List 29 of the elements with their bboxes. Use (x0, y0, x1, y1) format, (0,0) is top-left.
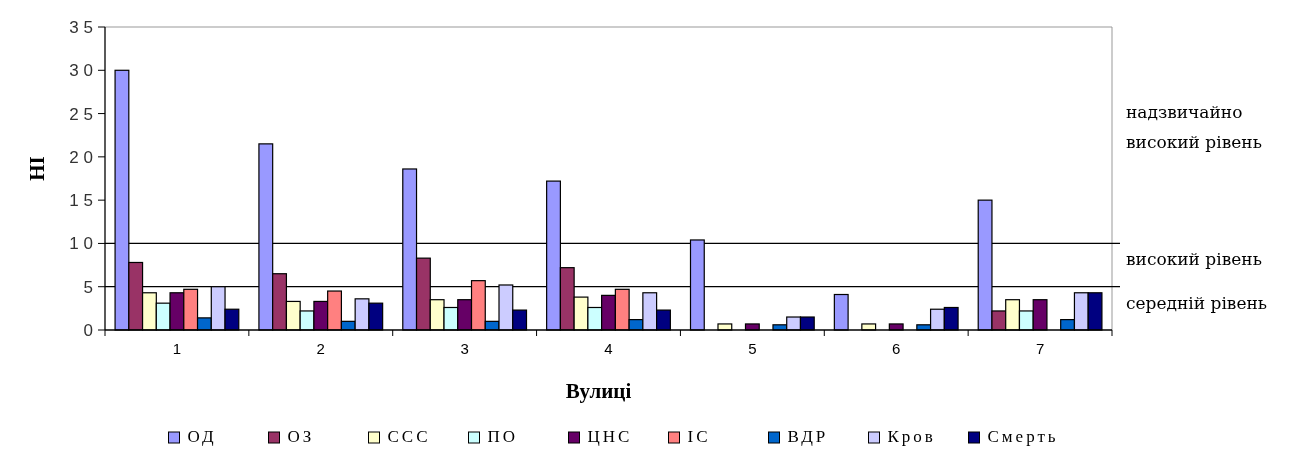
x-tick-label: 1 (172, 340, 182, 357)
ref-line-label: високий рівень (1126, 249, 1262, 270)
y-tick-label: 0 (83, 320, 93, 340)
x-tick-label: 2 (316, 340, 325, 357)
legend-label: Кров (887, 427, 936, 446)
y-tick-label: 3 0 (69, 61, 93, 81)
legend-label: ОЗ (287, 427, 315, 446)
ref-line-label: середній рівень (1126, 292, 1268, 313)
legend-label: ПО (487, 427, 519, 446)
y-tick-label: 2 0 (69, 147, 93, 167)
text: надзвичайно високий рівень (1126, 102, 1262, 152)
legend-label: ОД (187, 427, 217, 446)
x-tick-label: 7 (1035, 340, 1045, 357)
x-tick-label: 5 (748, 340, 757, 357)
legend-label: ССС (387, 427, 431, 446)
y-tick-label: 2 5 (69, 104, 93, 124)
legend-label: Смерть (987, 427, 1059, 446)
y-axis-title: НІ (25, 156, 49, 181)
legend-label: ВДР (787, 427, 829, 446)
x-tick-label: 4 (604, 340, 613, 357)
x-tick-label: 6 (892, 340, 901, 357)
legend-label: ІС (687, 427, 711, 446)
y-tick-label: 3 5 (69, 17, 93, 37)
y-tick-label: 1 5 (69, 191, 93, 211)
x-tick-label: 3 (460, 340, 469, 357)
y-tick-label: 1 0 (69, 234, 93, 254)
legend-label: ЦНС (587, 427, 633, 446)
x-axis-title: Вулиці (565, 379, 632, 403)
y-tick-label: 5 (83, 277, 93, 297)
